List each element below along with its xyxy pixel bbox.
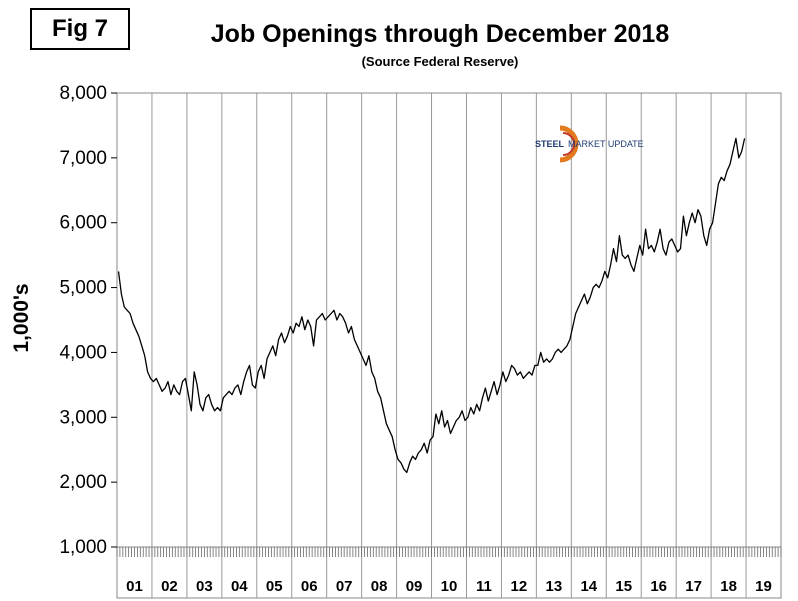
- plot-frame: [116, 92, 782, 599]
- series-group: [117, 137, 746, 474]
- x-tick-label-17: 17: [685, 578, 702, 595]
- chart-subtitle: (Source Federal Reserve): [361, 54, 519, 69]
- x-tick-labels: 01 02 03 04 05 06 07 08 09 10 11 12 13 14 15 16 17 18 19: [126, 578, 772, 595]
- logo-swoosh-icon: [559, 125, 579, 163]
- plot-border: [116, 92, 782, 548]
- x-minor-ticks: [116, 547, 782, 557]
- y-tick-label-0: 1,000: [59, 537, 107, 558]
- logo-text-market-update: MARKET UPDATE: [568, 139, 644, 149]
- x-tick-label-14: 14: [580, 578, 597, 595]
- x-tick-label-18: 18: [720, 578, 737, 595]
- x-tick-label-02: 02: [161, 578, 178, 595]
- x-tick-label-19: 19: [755, 578, 772, 595]
- y-tick-label-5: 6,000: [59, 213, 107, 234]
- y-tick-label-4: 5,000: [59, 278, 107, 299]
- x-tick-label-12: 12: [511, 578, 528, 595]
- y-tick-label-7: 8,000: [59, 83, 107, 104]
- x-tick-label-06: 06: [301, 578, 318, 595]
- x-tick-label-11: 11: [476, 578, 492, 595]
- x-tick-label-04: 04: [231, 578, 248, 595]
- chart-title: Job Openings through December 2018: [210, 20, 670, 48]
- x-tick-label-09: 09: [406, 578, 423, 595]
- y-tick-labels: 1,000 2,000 3,000 4,000 5,000 6,000 7,000 8,000: [59, 83, 117, 558]
- logo-inner-swoosh-icon: [562, 132, 575, 156]
- x-tick-label-10: 10: [441, 578, 458, 595]
- x-tick-label-13: 13: [545, 578, 562, 595]
- x-tick-label-05: 05: [266, 578, 283, 595]
- x-tick-label-16: 16: [650, 578, 667, 595]
- figure-label: Fig 7: [30, 8, 130, 50]
- x-tick-label-01: 01: [126, 578, 143, 595]
- x-tick-label-03: 03: [196, 578, 213, 595]
- y-tick-label-6: 7,000: [59, 148, 107, 169]
- series-line-0: [117, 137, 746, 474]
- x-tick-label-15: 15: [615, 578, 632, 595]
- x-tick-label-08: 08: [371, 578, 388, 595]
- y-axis-title: 1,000's: [10, 283, 33, 352]
- y-tick-label-1: 2,000: [59, 472, 107, 493]
- x-tick-label-07: 07: [336, 578, 353, 595]
- logo-text-steel: STEEL: [535, 139, 565, 149]
- y-tick-label-2: 3,000: [59, 407, 107, 428]
- steel-market-update-logo: STEEL MARKET UPDATE: [535, 125, 644, 163]
- y-tick-label-3: 4,000: [59, 342, 107, 363]
- grid-lines: [151, 93, 747, 598]
